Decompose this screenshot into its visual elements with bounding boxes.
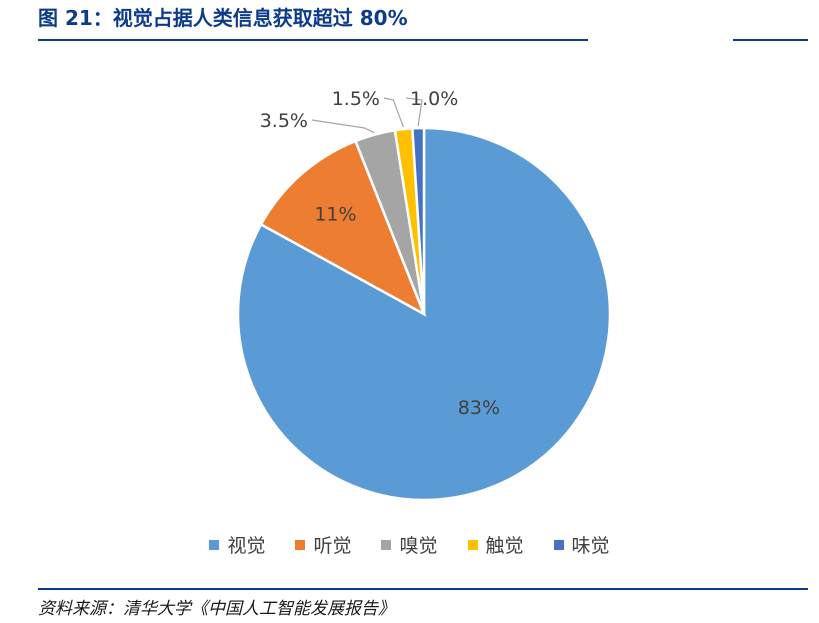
leader-line-3 <box>311 119 375 134</box>
legend-swatch-3 <box>381 539 392 550</box>
legend-item-1: 视觉 <box>209 531 265 558</box>
data-label-5: 1.0% <box>410 88 458 110</box>
leader-line-5 <box>405 97 423 127</box>
legend-label-2: 听觉 <box>313 535 352 557</box>
source-note: 资料来源：清华大学《中国人工智能发展报告》 <box>38 599 395 619</box>
data-label-4: 1.5% <box>332 88 380 110</box>
legend-item-5: 味觉 <box>553 531 610 558</box>
leader-lines <box>311 97 423 134</box>
slice-2 <box>259 139 427 317</box>
legend-label-1: 视觉 <box>227 535 266 557</box>
slice-5 <box>410 126 426 315</box>
bottom-rule <box>38 588 808 590</box>
legend-item-2: 听觉 <box>295 531 351 558</box>
legend-swatch-2 <box>295 539 306 550</box>
figure-title: 图 21：视觉占据人类信息获取超过 80% <box>38 6 408 30</box>
title-rule <box>38 39 808 41</box>
leader-line-4 <box>383 97 404 128</box>
legend-swatch-1 <box>209 539 220 550</box>
data-label-3: 3.5% <box>260 110 308 132</box>
legend-swatch-5 <box>553 539 564 550</box>
title-rule-gap <box>588 38 733 42</box>
legend-label-4: 触觉 <box>485 535 524 557</box>
data-label-1: 83% <box>458 397 500 419</box>
legend-swatch-4 <box>467 539 478 550</box>
legend-label-5: 味觉 <box>571 535 610 557</box>
legend-label-3: 嗅觉 <box>399 535 438 557</box>
data-label-2: 11% <box>314 204 356 226</box>
data-labels: 83% 11% 3.5% 1.5% 1.0% <box>260 88 500 419</box>
legend-item-4: 触觉 <box>467 531 524 558</box>
legend-item-3: 嗅觉 <box>381 531 438 558</box>
pie-slices <box>236 126 612 502</box>
chart-legend: 视觉 听觉 嗅觉 触觉 味觉 <box>0 531 819 558</box>
